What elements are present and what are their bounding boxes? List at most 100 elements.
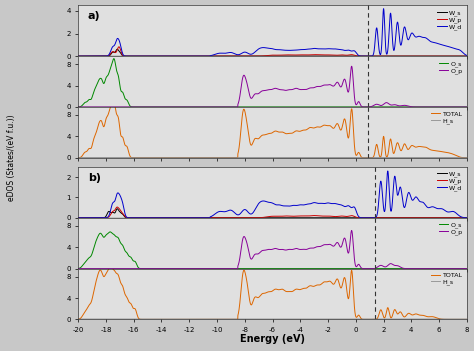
W_s (120, 212, 126, 216)
O_p (349, 64, 355, 68)
Text: a): a) (88, 11, 100, 21)
W_s (174, 54, 180, 58)
Line: W_d: W_d (78, 9, 467, 56)
TOTAL (225, 155, 230, 160)
W_p (114, 205, 120, 209)
W_d (143, 54, 148, 58)
TOTAL (242, 108, 247, 112)
O_s (415, 266, 420, 271)
Text: b): b) (88, 173, 101, 183)
TOTAL (464, 317, 470, 322)
Line: O_s: O_s (78, 59, 467, 107)
W_d (120, 200, 126, 204)
O_p (349, 229, 355, 233)
W_p (225, 216, 230, 220)
O_p (415, 266, 420, 271)
H_s (143, 317, 148, 322)
W_d (75, 54, 81, 58)
O_s (464, 105, 470, 109)
W_p (241, 216, 247, 220)
Line: O_p: O_p (78, 66, 467, 107)
O_p (456, 105, 462, 109)
W_d (75, 216, 81, 220)
Legend: W_s, W_p, W_d: W_s, W_p, W_d (436, 8, 464, 31)
W_d (120, 51, 126, 55)
O_s (464, 266, 470, 271)
H_s (120, 317, 126, 322)
W_d (456, 48, 462, 52)
TOTAL (242, 269, 247, 273)
O_p (120, 266, 126, 271)
O_s (242, 266, 247, 271)
W_d (464, 53, 470, 58)
H_s (241, 317, 247, 322)
Line: TOTAL: TOTAL (78, 102, 467, 158)
W_p (456, 54, 462, 58)
W_d (415, 35, 420, 39)
W_s (143, 216, 148, 220)
Line: O_p: O_p (78, 231, 467, 269)
TOTAL (75, 155, 81, 160)
O_s (75, 105, 81, 109)
O_p (464, 266, 470, 271)
W_s (464, 54, 470, 58)
O_s (456, 266, 462, 271)
TOTAL (143, 155, 148, 160)
Line: TOTAL: TOTAL (78, 267, 467, 319)
H_s (241, 155, 247, 160)
W_d (224, 209, 230, 213)
W_p (225, 54, 230, 58)
O_s (415, 105, 420, 109)
O_p (143, 266, 148, 271)
W_p (464, 216, 470, 220)
O_p (241, 73, 247, 77)
H_s (464, 317, 470, 322)
O_s (120, 243, 126, 247)
H_s (75, 317, 81, 322)
O_p (75, 266, 81, 271)
Line: W_s: W_s (78, 209, 467, 218)
W_d (241, 207, 247, 212)
O_s (143, 266, 148, 271)
W_s (242, 216, 247, 220)
Line: O_s: O_s (78, 232, 467, 269)
O_p (120, 105, 126, 109)
H_s (456, 155, 462, 160)
Line: W_s: W_s (78, 49, 467, 56)
W_p (75, 216, 81, 220)
W_s (75, 216, 81, 220)
Legend: W_s, W_p, W_d: W_s, W_p, W_d (436, 170, 464, 193)
TOTAL (111, 100, 117, 104)
O_p (456, 266, 462, 271)
W_d (385, 169, 391, 173)
TOTAL (415, 312, 420, 317)
W_p (415, 216, 420, 220)
Legend: TOTAL, H_s: TOTAL, H_s (429, 110, 464, 125)
O_s (145, 266, 151, 271)
W_s (456, 54, 462, 58)
W_s (120, 54, 126, 58)
W_p (415, 54, 420, 58)
W_p (464, 54, 470, 58)
TOTAL (456, 155, 462, 159)
O_p (241, 234, 247, 239)
Legend: O_s, O_p: O_s, O_p (437, 59, 464, 75)
W_s (114, 207, 120, 211)
O_p (75, 105, 81, 109)
O_s (75, 266, 81, 271)
TOTAL (75, 317, 81, 322)
H_s (415, 317, 420, 322)
Line: W_p: W_p (78, 47, 467, 56)
O_p (464, 105, 470, 109)
TOTAL (225, 317, 230, 322)
O_s (143, 105, 149, 109)
W_s (75, 54, 81, 58)
W_d (143, 216, 148, 220)
W_s (415, 216, 420, 220)
O_s (111, 57, 117, 61)
W_s (242, 54, 247, 58)
TOTAL (456, 317, 462, 322)
Legend: TOTAL, H_s: TOTAL, H_s (429, 272, 464, 286)
H_s (415, 155, 420, 160)
O_s (107, 230, 113, 234)
